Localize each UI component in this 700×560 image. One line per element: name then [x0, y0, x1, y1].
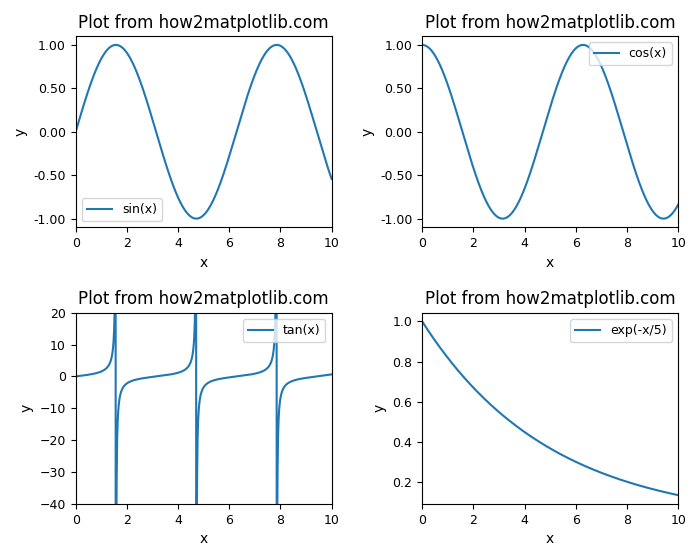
sin(x): [248, 79, 256, 86]
exp(-x/5): [674, 492, 682, 498]
sin(x): [185, 212, 193, 218]
sin(x): [97, 54, 106, 61]
exp(-x/5): [594, 468, 602, 475]
tan(x): [328, 371, 336, 378]
cos(x): [444, 83, 452, 90]
exp(-x/5): [418, 318, 426, 325]
Legend: sin(x): sin(x): [82, 198, 162, 221]
exp(-x/5): [617, 477, 626, 483]
tan(x): [71, 373, 80, 380]
tan(x): [185, 363, 193, 370]
Y-axis label: y: y: [20, 404, 34, 412]
Line: tan(x): tan(x): [76, 0, 332, 560]
Line: cos(x): cos(x): [422, 45, 678, 218]
X-axis label: x: x: [546, 532, 554, 546]
cos(x): [594, 57, 603, 63]
exp(-x/5): [522, 430, 530, 436]
cos(x): [531, 154, 540, 161]
Y-axis label: y: y: [14, 128, 28, 136]
cos(x): [522, 181, 530, 188]
Line: exp(-x/5): exp(-x/5): [422, 321, 678, 495]
sin(x): [71, 128, 80, 135]
exp(-x/5): [444, 355, 452, 362]
tan(x): [248, 371, 256, 377]
tan(x): [272, 304, 280, 311]
Title: Plot from how2matplotlib.com: Plot from how2matplotlib.com: [425, 14, 676, 32]
sin(x): [272, 41, 280, 48]
Y-axis label: y: y: [373, 404, 387, 412]
tan(x): [175, 369, 183, 376]
sin(x): [112, 41, 120, 48]
X-axis label: x: x: [199, 532, 208, 546]
cos(x): [498, 215, 507, 222]
cos(x): [674, 201, 682, 208]
Legend: cos(x): cos(x): [589, 43, 672, 66]
Title: Plot from how2matplotlib.com: Plot from how2matplotlib.com: [78, 14, 329, 32]
cos(x): [618, 124, 626, 131]
sin(x): [193, 215, 201, 222]
Legend: tan(x): tan(x): [243, 319, 326, 342]
cos(x): [622, 140, 631, 147]
Title: Plot from how2matplotlib.com: Plot from how2matplotlib.com: [425, 291, 676, 309]
sin(x): [175, 197, 183, 204]
Title: Plot from how2matplotlib.com: Plot from how2matplotlib.com: [78, 291, 329, 309]
exp(-x/5): [622, 478, 631, 485]
sin(x): [276, 43, 285, 49]
Line: sin(x): sin(x): [76, 45, 332, 218]
sin(x): [328, 176, 336, 183]
tan(x): [276, 395, 285, 402]
X-axis label: x: x: [546, 255, 554, 269]
tan(x): [97, 368, 106, 375]
X-axis label: x: x: [199, 255, 208, 269]
Y-axis label: y: y: [360, 128, 374, 136]
Legend: exp(-x/5): exp(-x/5): [570, 319, 672, 342]
cos(x): [418, 41, 426, 48]
exp(-x/5): [531, 436, 539, 442]
